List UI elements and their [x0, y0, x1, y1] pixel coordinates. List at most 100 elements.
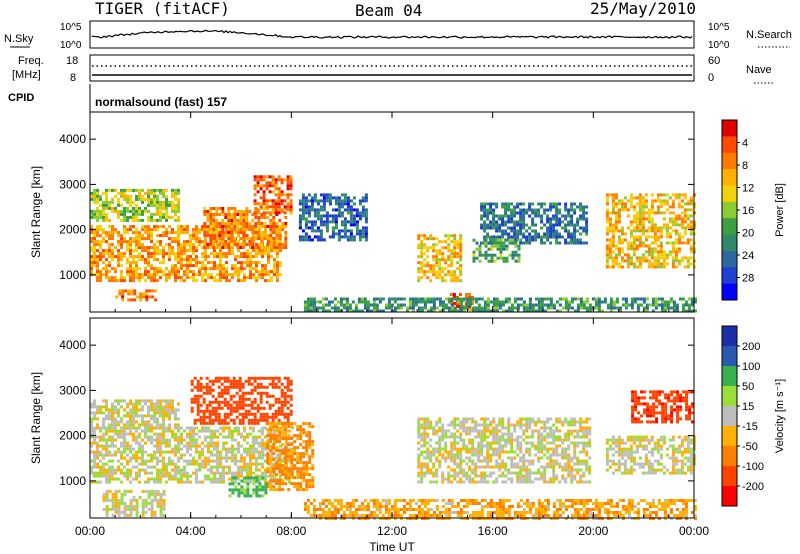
power-cell	[198, 240, 201, 244]
power-cell	[96, 255, 99, 259]
power-cell	[129, 273, 132, 277]
velocity-cell	[105, 504, 109, 508]
power-cell	[650, 217, 654, 221]
power-cell	[364, 211, 368, 215]
velocity-cell	[272, 452, 276, 456]
power-cell	[358, 235, 362, 239]
power-cell	[219, 258, 222, 262]
power-cell	[324, 303, 328, 307]
velocity-cell	[177, 441, 180, 445]
velocity-cell	[275, 434, 279, 438]
power-cell	[233, 219, 237, 222]
power-cell	[417, 243, 421, 247]
power-cell	[147, 215, 150, 219]
power-cell	[579, 208, 583, 212]
power-cell	[617, 238, 621, 242]
power-cell	[528, 303, 532, 307]
power-cell	[357, 300, 361, 304]
power-cell	[346, 202, 350, 206]
velocity-cell	[282, 459, 285, 463]
power-cell	[90, 249, 93, 253]
velocity-cell	[156, 435, 159, 439]
velocity-cell	[287, 488, 291, 492]
power-cell	[496, 256, 500, 260]
power-cell	[334, 232, 338, 236]
power-cell	[638, 259, 642, 263]
power-cell	[467, 308, 471, 311]
velocity-cell	[216, 477, 219, 481]
power-cell	[126, 246, 129, 250]
velocity-cell	[141, 507, 145, 511]
power-cell	[239, 222, 243, 225]
power-cell	[174, 267, 177, 271]
power-cell	[472, 253, 476, 257]
power-cell	[570, 217, 574, 221]
power-cell	[221, 225, 225, 228]
velocity-cell	[235, 400, 239, 404]
power-cell	[614, 193, 618, 197]
power-cell	[456, 279, 460, 283]
power-cell	[96, 231, 99, 235]
velocity-cell	[289, 403, 293, 407]
power-cell	[201, 261, 204, 265]
velocity-cell	[162, 456, 165, 460]
power-cell	[90, 191, 93, 195]
power-cell	[629, 199, 633, 203]
velocity-cell	[126, 444, 129, 448]
velocity-cell	[102, 438, 105, 442]
velocity-cell	[305, 449, 309, 453]
power-cell	[328, 220, 332, 224]
power-cell	[334, 199, 338, 203]
power-cell	[162, 203, 165, 207]
power-cell	[687, 303, 691, 307]
velocity-cell	[222, 468, 225, 472]
velocity-cell	[129, 399, 132, 403]
power-cell	[319, 208, 323, 212]
velocity-cell	[243, 429, 246, 433]
velocity-cell	[255, 447, 258, 451]
power-cell	[147, 261, 150, 265]
velocity-cell	[278, 467, 282, 471]
velocity-cell	[252, 438, 255, 442]
power-cell	[343, 202, 347, 206]
power-cell	[687, 297, 691, 301]
power-cell	[277, 196, 281, 200]
power-cell	[243, 267, 246, 271]
power-cell	[662, 253, 666, 257]
power-cell	[516, 220, 520, 224]
power-cell	[254, 231, 258, 234]
power-cell	[608, 244, 612, 248]
velocity-cell	[290, 422, 294, 426]
power-cell	[325, 199, 329, 203]
power-cell	[447, 297, 451, 301]
power-cell	[121, 292, 125, 296]
velocity-cell	[228, 435, 231, 439]
power-cell	[102, 261, 105, 265]
power-cell	[245, 213, 249, 216]
power-cell	[499, 256, 503, 260]
velocity-cell	[198, 468, 201, 472]
power-cell	[612, 303, 616, 307]
power-cell	[102, 218, 105, 222]
power-cell	[228, 249, 231, 253]
power-cell	[426, 237, 430, 241]
power-cell	[114, 279, 117, 283]
power-cell	[162, 258, 165, 262]
power-cell	[656, 205, 660, 209]
velocity-cell	[255, 450, 258, 454]
power-cell	[641, 241, 645, 245]
power-cell	[225, 273, 228, 277]
power-cell	[501, 223, 505, 227]
power-cell	[186, 273, 189, 277]
power-cell	[546, 217, 550, 221]
power-cell	[159, 203, 162, 207]
velocity-cell	[108, 414, 111, 418]
power-cell	[492, 303, 496, 307]
power-cell	[629, 205, 633, 209]
velocity-cell	[99, 468, 102, 472]
velocity-cell	[141, 417, 144, 421]
power-cell	[456, 309, 460, 313]
power-cell	[647, 262, 651, 266]
power-cell	[405, 309, 409, 313]
power-cell	[284, 231, 288, 234]
